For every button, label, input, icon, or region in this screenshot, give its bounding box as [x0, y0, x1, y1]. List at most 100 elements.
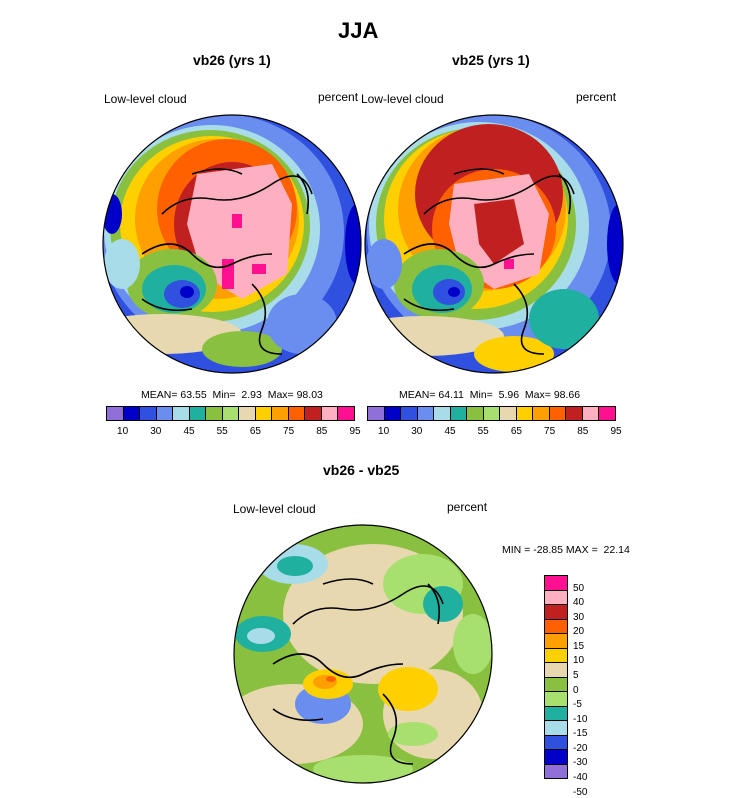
colorbar-swatch [545, 677, 567, 692]
panel-1-mean-value: 63.55 [180, 389, 207, 401]
colorbar-swatch [545, 692, 567, 707]
colorbar-tick-label: 85 [316, 426, 328, 437]
colorbar-swatch [272, 407, 289, 420]
colorbar-tick-label: 95 [610, 426, 622, 437]
panel-2-mean-value: 64.11 [438, 389, 464, 401]
diff-colorbar [544, 575, 568, 779]
colorbar-swatch [401, 407, 418, 420]
panel-2-max-value: 98.66 [553, 389, 581, 401]
colorbar-swatch [384, 407, 402, 420]
panel-1-mean-label: MEAN= [141, 389, 178, 401]
colorbar-tick-label: -15 [573, 728, 588, 740]
colorbar-swatch [107, 407, 124, 420]
panel-1-min-value: 2.93 [241, 389, 262, 401]
colorbar-swatch [582, 407, 600, 420]
colorbar-swatch [239, 407, 256, 420]
colorbar-tick-label: 15 [573, 640, 585, 652]
colorbar-swatch [173, 407, 190, 420]
colorbar-tick-label: 95 [349, 426, 361, 437]
colorbar-swatch [434, 407, 451, 420]
colorbar-swatch [321, 407, 339, 420]
colorbar-swatch [566, 407, 583, 420]
colorbar-swatch [483, 407, 501, 420]
panel-2-units-label: percent [576, 90, 617, 104]
colorbar-tick-label: -40 [573, 772, 588, 783]
colorbar-swatch [545, 764, 567, 778]
colorbar-swatch [189, 407, 207, 420]
colorbar-tick-label: -50 [573, 786, 588, 798]
panel-1-variable-label: Low-level cloud [104, 92, 187, 106]
colorbar-swatch [545, 735, 567, 750]
colorbar-swatch [516, 407, 534, 420]
panel-2-variable-label: Low-level cloud [361, 92, 444, 106]
panel-2-min-value: 5.96 [498, 389, 520, 401]
colorbar-tick-label: 10 [117, 426, 129, 437]
colorbar-swatch [545, 750, 567, 765]
colorbar-tick-label: 75 [544, 426, 556, 437]
colorbar-swatch [533, 407, 550, 420]
colorbar-tick-label: 85 [577, 426, 589, 437]
colorbar-tick-label: 30 [150, 426, 162, 437]
colorbar-swatch [545, 663, 567, 678]
colorbar-tick-label: 5 [573, 670, 579, 681]
panel-1-polar-map [102, 114, 362, 374]
colorbar-tick-label: -20 [573, 742, 588, 754]
colorbar-tick-label: 10 [378, 426, 390, 437]
colorbar-swatch [467, 407, 484, 420]
panel-1-max-label: Max= [267, 389, 294, 401]
colorbar-swatch [206, 407, 223, 420]
colorbar-swatch [500, 407, 517, 420]
colorbar-tick-label: -10 [573, 713, 588, 725]
panel-1-units-label: percent [318, 90, 359, 104]
panel-1-subtitle: vb26 (yrs 1) [193, 52, 271, 68]
colorbar-tick-label: 30 [411, 426, 423, 437]
panel-1-max-value: 98.03 [296, 389, 323, 401]
panel-2-max-label: Max= [524, 389, 551, 401]
colorbar-swatch [545, 634, 567, 649]
colorbar-swatch [156, 407, 174, 420]
panel-1-colorbar [106, 406, 355, 421]
diff-panel-variable-label: Low-level cloud [233, 502, 316, 516]
colorbar-swatch [545, 648, 567, 663]
figure-title: JJA [338, 18, 379, 43]
colorbar-tick-label: 45 [183, 426, 195, 437]
colorbar-tick-label: 20 [573, 626, 585, 638]
colorbar-tick-label: 65 [249, 426, 261, 437]
diff-panel-minmax: MIN = -28.85 MAX = 22.14 [502, 544, 630, 556]
colorbar-swatch [288, 407, 306, 420]
colorbar-swatch [450, 407, 468, 420]
colorbar-tick-label: 50 [573, 582, 585, 594]
diff-panel-subtitle: vb26 - vb25 [323, 462, 400, 478]
colorbar-tick-label: 55 [216, 426, 228, 437]
panel-2-subtitle: vb25 (yrs 1) [452, 52, 530, 68]
colorbar-tick-label: 0 [573, 684, 579, 696]
colorbar-swatch [123, 407, 141, 420]
panel-1-min-label: Min= [212, 389, 236, 401]
colorbar-swatch [545, 619, 567, 634]
colorbar-swatch [545, 721, 567, 736]
panel-2-stats: MEAN= 64.11 Min= 5.96 Max= 98.66 [399, 389, 580, 401]
colorbar-tick-label: 30 [573, 611, 585, 623]
colorbar-tick-label: 40 [573, 597, 585, 609]
panel-1-stats: MEAN= 63.55 Min= 2.93 Max= 98.03 [141, 389, 323, 401]
diff-panel-units-label: percent [447, 500, 488, 514]
diff-colorbar-ticks: 50 40 30 20 15 10 5 0 -5 -10 -15 -20 -30 -40 -50 [573, 575, 603, 798]
panel-2-min-label: Min= [469, 389, 493, 401]
colorbar-swatch [599, 407, 615, 420]
colorbar-swatch [140, 407, 157, 420]
panel-1-colorbar-ticks: 10 30 45 55 65 75 85 95 [106, 426, 361, 440]
colorbar-tick-label: 10 [573, 655, 585, 667]
panel-2-polar-map [364, 114, 624, 374]
colorbar-swatch [545, 605, 567, 620]
colorbar-swatch [222, 407, 240, 420]
colorbar-tick-label: 55 [477, 426, 489, 437]
colorbar-swatch [545, 576, 567, 591]
colorbar-swatch [549, 407, 567, 420]
panel-2-colorbar [367, 406, 616, 421]
colorbar-swatch [338, 407, 354, 420]
diff-polar-map [233, 524, 493, 784]
colorbar-swatch [545, 706, 567, 721]
colorbar-tick-label: 65 [510, 426, 522, 437]
colorbar-swatch [255, 407, 273, 420]
colorbar-tick-label: 75 [283, 426, 295, 437]
